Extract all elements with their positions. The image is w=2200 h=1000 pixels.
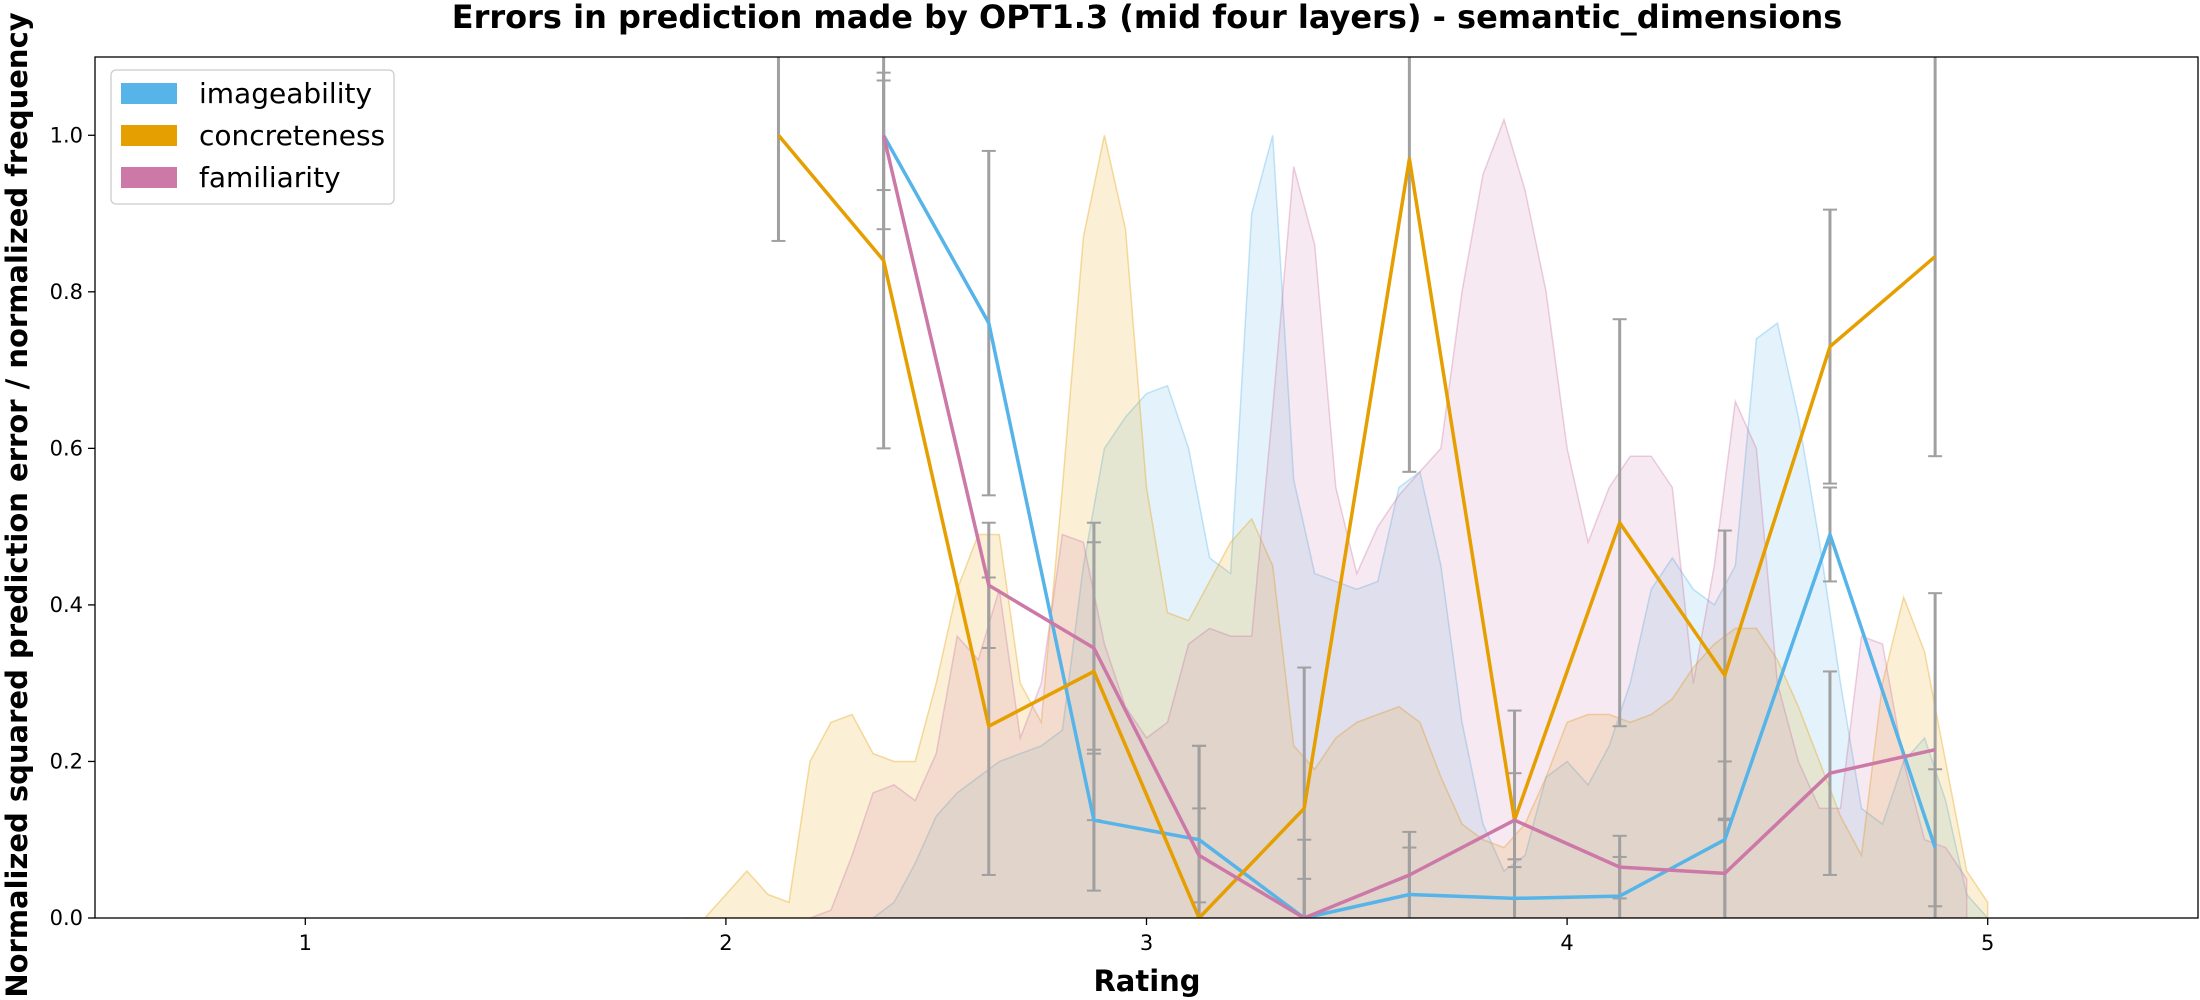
x-axis-ticks: 1 2 3 4 5 xyxy=(299,918,1994,955)
x-tick-label: 1 xyxy=(299,931,312,955)
line-familiarity xyxy=(881,134,1936,918)
density-area-imageability xyxy=(852,135,1989,918)
legend-swatch-imageability xyxy=(121,83,177,104)
error-bar-concreteness xyxy=(1402,57,1417,473)
y-tick-label: 1.0 xyxy=(50,123,83,147)
legend-label-concreteness: concreteness xyxy=(199,119,385,152)
error-bar-concreteness xyxy=(1928,57,1943,458)
legend-label-imageability: imageability xyxy=(199,77,372,110)
legend-swatch-familiarity xyxy=(121,167,177,188)
x-tick-label: 5 xyxy=(1981,931,1994,955)
y-tick-label: 0.6 xyxy=(50,436,83,460)
legend-swatch-concreteness xyxy=(121,125,177,146)
error-bar-concreteness xyxy=(1297,666,1312,918)
x-tick-label: 4 xyxy=(1560,931,1573,955)
error-bar-familiarity xyxy=(876,79,891,192)
density-areas xyxy=(683,117,1989,918)
chart-title: Errors in prediction made by OPT1.3 (mid… xyxy=(452,0,1843,36)
y-tick-label: 0.8 xyxy=(50,280,83,304)
y-tick-label: 0.0 xyxy=(50,906,83,930)
line-imageability xyxy=(882,134,1937,918)
error-bar-concreteness xyxy=(771,57,786,242)
y-tick-label: 0.4 xyxy=(50,593,83,617)
error-bar-familiarity xyxy=(1297,877,1312,918)
x-tick-label: 3 xyxy=(1140,931,1153,955)
density-area-concreteness xyxy=(683,135,1989,918)
y-tick-label: 0.2 xyxy=(50,749,83,773)
y-axis-ticks: 0.0 0.2 0.4 0.6 0.8 1.0 xyxy=(50,123,95,930)
line-concreteness xyxy=(777,134,1937,918)
x-tick-label: 2 xyxy=(719,931,732,955)
legend: imageability concreteness familiarity xyxy=(110,69,395,205)
series-lines xyxy=(777,134,1937,918)
y-axis-label: Normalized squared prediction error / no… xyxy=(0,12,34,997)
legend-box xyxy=(110,69,395,205)
error-bar-familiarity xyxy=(1928,592,1943,908)
legend-label-familiarity: familiarity xyxy=(199,161,341,194)
x-axis-label: Rating xyxy=(1093,964,1200,998)
density-area-familiarity xyxy=(809,117,1968,918)
